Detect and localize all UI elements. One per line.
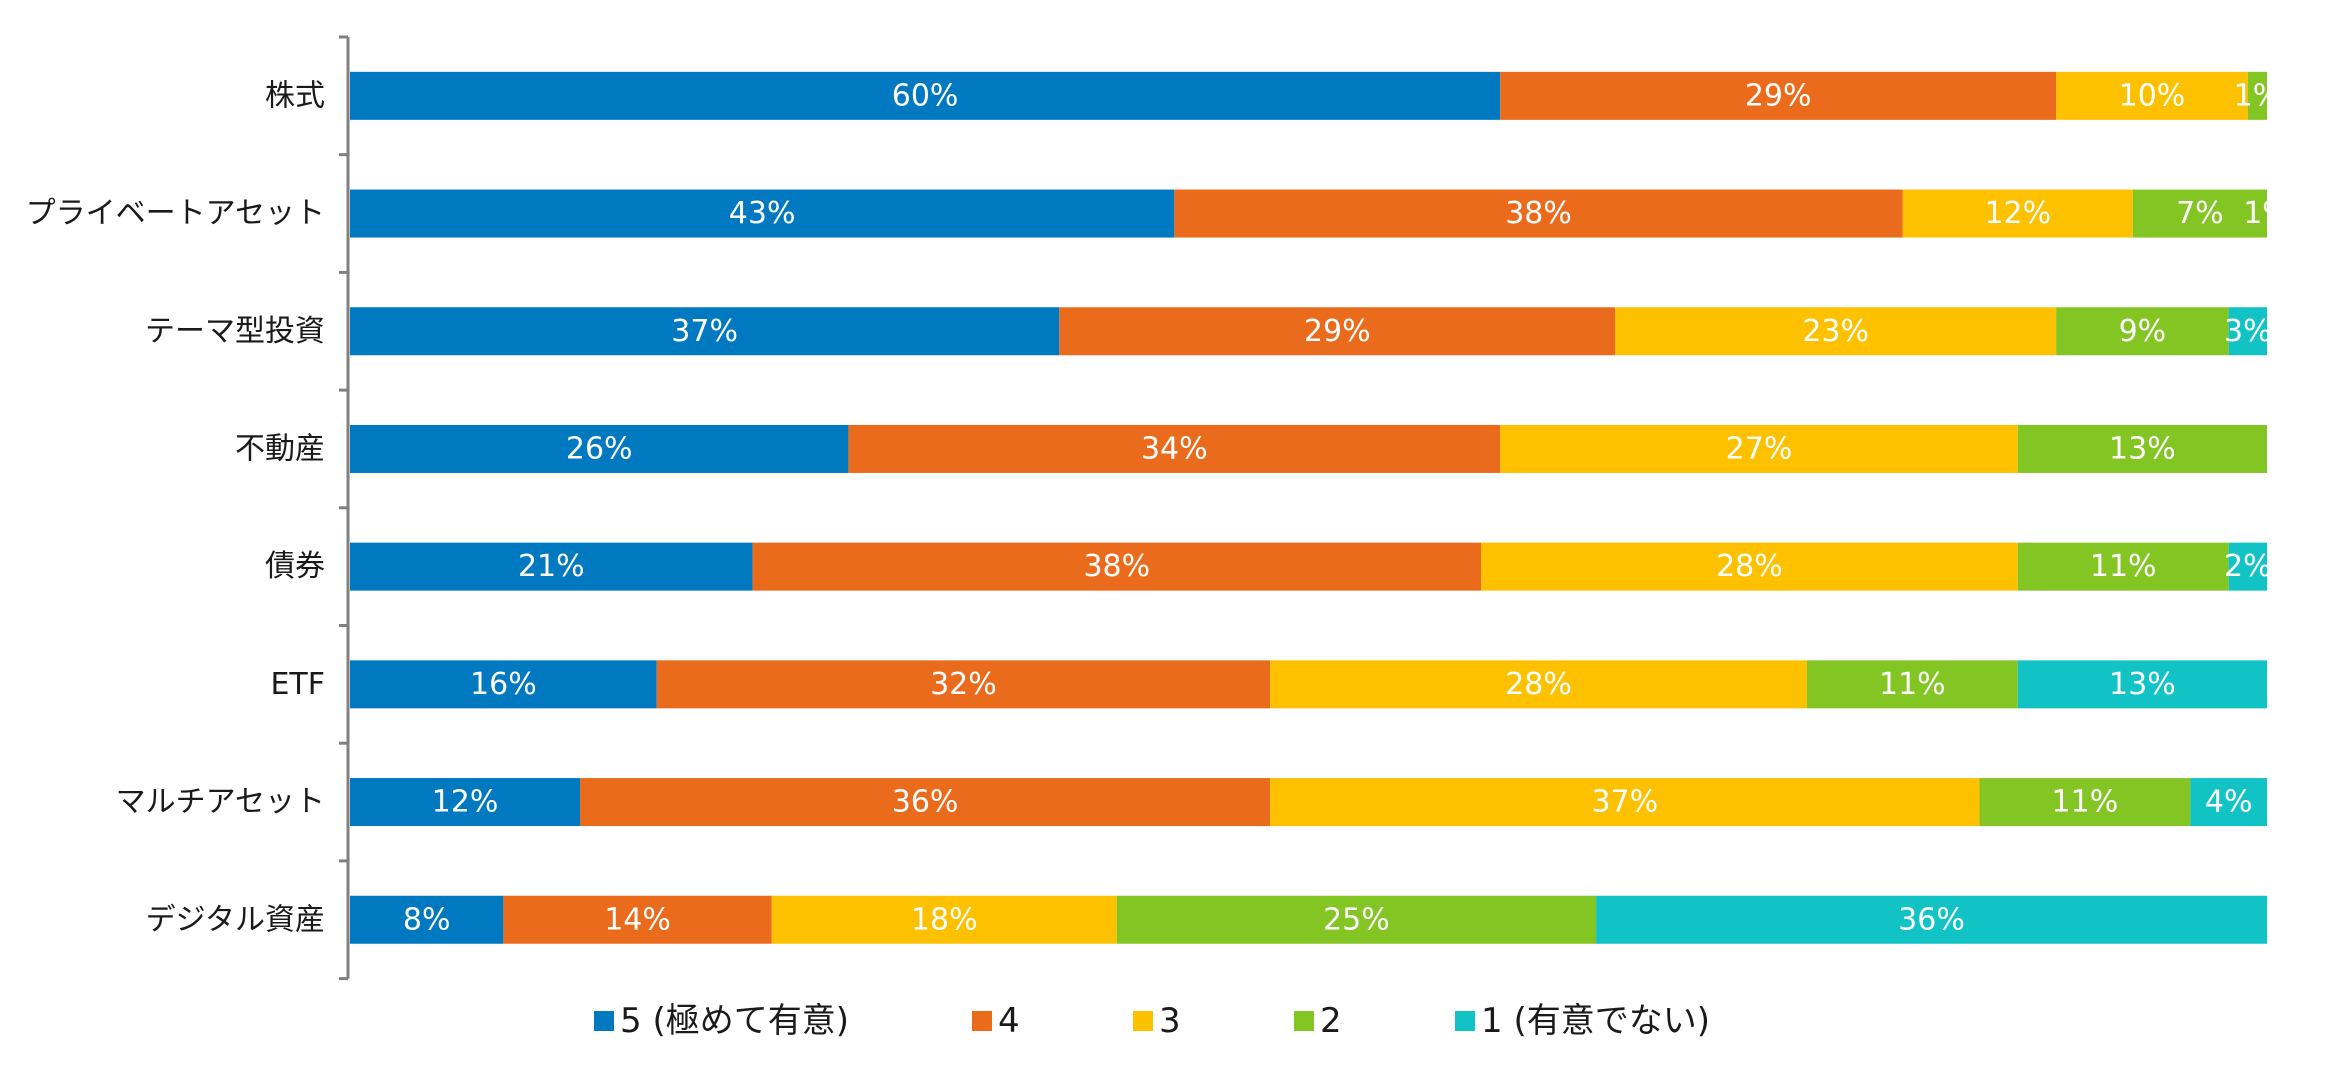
data-label: 36%	[1898, 902, 1965, 937]
data-label: 3%	[2224, 314, 2272, 349]
legend: 5 (極めて有意) 4 3 2 1 (有意でない)	[594, 1001, 1710, 1041]
bar-segment	[1500, 71, 2057, 120]
data-label: 21%	[518, 549, 585, 584]
data-label: 28%	[1505, 667, 1572, 702]
data-label: 23%	[1802, 314, 1869, 349]
category-label: 債券	[265, 549, 325, 584]
data-label: 29%	[1745, 78, 1812, 113]
bar-segment	[2190, 778, 2267, 827]
category-label: マルチアセット	[116, 785, 325, 820]
data-label: 29%	[1304, 314, 1371, 349]
legend-label: 4	[998, 1001, 1020, 1041]
bar-segment	[350, 895, 504, 944]
data-label: 8%	[403, 902, 451, 937]
bar-segment	[1615, 307, 2057, 356]
bar-segment	[350, 660, 657, 709]
category-label: ETF	[270, 667, 325, 702]
bar-segment	[2228, 307, 2267, 356]
legend-swatch	[1133, 1011, 1153, 1031]
bars: 60% 29% 10% 1% 43% 38% 12% 7% 1% 37% 29% 23% 9% 3% 26%…	[350, 71, 2291, 944]
data-label: 16%	[470, 667, 537, 702]
bar-segment	[1596, 895, 2267, 944]
bar-segment	[1500, 424, 2018, 473]
data-label: 11%	[2052, 785, 2119, 820]
legend-label: 5 (極めて有意)	[620, 1001, 849, 1041]
bar-segment	[656, 660, 1271, 709]
bar-segment	[2056, 71, 2248, 120]
data-label: 13%	[2109, 667, 2176, 702]
legend-swatch	[594, 1011, 614, 1031]
bar-segment	[1270, 778, 1980, 827]
bar-segment	[752, 542, 1482, 591]
data-label: 32%	[930, 667, 997, 702]
legend-swatch	[972, 1011, 992, 1031]
legend-swatch	[1294, 1011, 1314, 1031]
bar-segment	[2132, 189, 2267, 238]
data-label: 38%	[1505, 196, 1572, 231]
bar-segment	[848, 424, 1501, 473]
data-label: 1%	[2243, 196, 2291, 231]
bar-segment	[1979, 778, 2191, 827]
bar-segment	[2228, 542, 2267, 591]
y-axis	[339, 35, 350, 981]
legend-label: 3	[1159, 1001, 1181, 1041]
bar-segment	[2017, 424, 2267, 473]
data-label: 25%	[1323, 902, 1390, 937]
bar-segment	[1059, 307, 1616, 356]
bar-segment	[1806, 660, 2018, 709]
data-label: 12%	[1984, 196, 2051, 231]
bar-segment	[350, 542, 753, 591]
legend-label: 2	[1320, 1001, 1342, 1041]
data-label: 4%	[2205, 785, 2253, 820]
data-label: 9%	[2119, 314, 2167, 349]
bar-segment	[2247, 71, 2267, 120]
data-label: 14%	[604, 902, 671, 937]
data-label: 28%	[1716, 549, 1783, 584]
bar-segment	[350, 778, 581, 827]
bar-segment	[1116, 895, 1597, 944]
bar-segment	[350, 189, 1175, 238]
legend-swatch	[1455, 1011, 1475, 1031]
data-label: 13%	[2109, 431, 2176, 466]
bar-segment	[350, 307, 1060, 356]
data-label: 26%	[566, 431, 633, 466]
category-label: テーマ型投資	[145, 314, 325, 349]
bar-segment	[1270, 660, 1807, 709]
bar-segment	[1902, 189, 2133, 238]
bar-segment	[1481, 542, 2018, 591]
category-label: 株式	[265, 78, 325, 113]
category-label: デジタル資産	[146, 902, 325, 937]
bar-segment	[580, 778, 1271, 827]
data-label: 10%	[2119, 78, 2186, 113]
data-label: 7%	[2176, 196, 2224, 231]
data-label: 34%	[1141, 431, 1208, 466]
bar-segment	[1174, 189, 1903, 238]
bar-segment	[350, 71, 1501, 120]
category-label: 不動産	[235, 431, 325, 466]
data-label: 27%	[1726, 431, 1793, 466]
bar-segment	[771, 895, 1117, 944]
bar-segment	[503, 895, 772, 944]
data-label: 18%	[911, 902, 978, 937]
legend-label: 1 (有意でない)	[1481, 1001, 1710, 1041]
data-label: 37%	[1591, 785, 1658, 820]
bar-segment	[2056, 307, 2229, 356]
data-label: 2%	[2224, 549, 2272, 584]
data-label: 12%	[432, 785, 499, 820]
data-label: 38%	[1083, 549, 1150, 584]
bar-segment	[350, 424, 849, 473]
category-label: プライベートアセット	[26, 196, 325, 231]
bar-segment	[2017, 542, 2229, 591]
data-label: 43%	[729, 196, 796, 231]
data-label: 37%	[671, 314, 738, 349]
data-label: 60%	[892, 78, 959, 113]
data-label: 11%	[2090, 549, 2157, 584]
data-label: 1%	[2234, 78, 2282, 113]
data-label: 36%	[892, 785, 959, 820]
bar-segment	[2017, 660, 2267, 709]
data-label: 11%	[1879, 667, 1946, 702]
